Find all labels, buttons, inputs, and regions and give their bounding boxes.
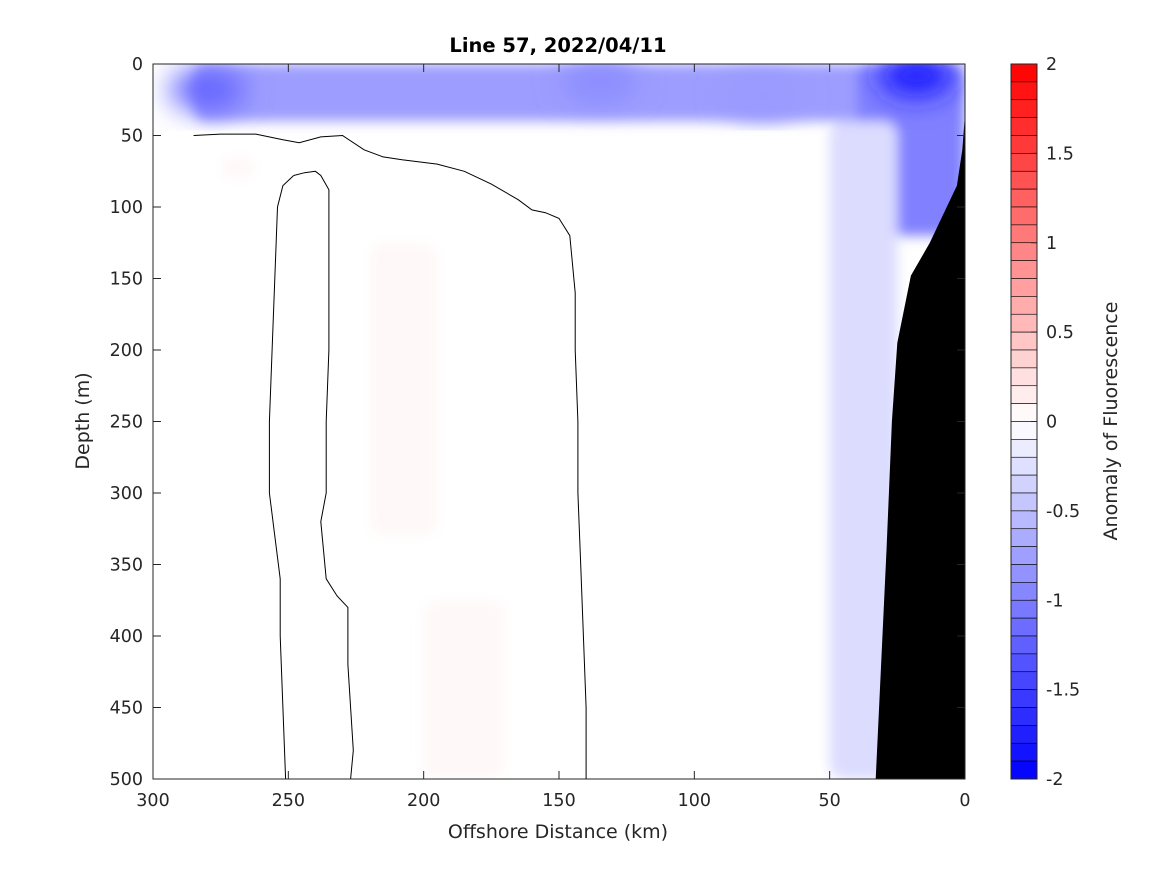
anomaly-region [829, 121, 898, 779]
colorbar-step [1010, 760, 1038, 780]
colorbar-step [1010, 707, 1038, 726]
x-tick-label: 0 [959, 791, 970, 811]
anomaly-region [423, 600, 505, 779]
colorbar-tick-label: -1.5 [1046, 681, 1080, 701]
colorbar-tick-label: -2 [1046, 770, 1063, 790]
y-tick-label: 450 [110, 699, 143, 719]
colorbar-step [1010, 599, 1038, 619]
colorbar-step [1010, 492, 1038, 512]
x-axis-label: Offshore Distance (km) [448, 821, 668, 843]
colorbar-step [1010, 170, 1038, 190]
colorbar-step [1010, 510, 1038, 530]
colorbar: 2 1.5 1 0.5 0 -0.5 -1 -1.5 -2 [1010, 55, 1080, 790]
colorbar-label: Anomaly of Fluorescence [1100, 302, 1122, 541]
colorbar-tick-label: 0 [1046, 413, 1057, 433]
anomaly-core [878, 64, 955, 98]
colorbar-step [1010, 474, 1038, 494]
colorbar-step [1010, 63, 1038, 83]
y-tick-label: 400 [110, 627, 143, 647]
y-tick-label: 350 [110, 556, 143, 576]
y-tick-label: 0 [132, 55, 143, 75]
x-tick-label: 250 [272, 791, 305, 811]
colorbar-step [1010, 135, 1038, 154]
colorbar-step [1010, 653, 1038, 673]
y-tick-label: 100 [110, 198, 143, 218]
y-tick-label: 150 [110, 270, 143, 290]
x-tick-label: 300 [136, 791, 169, 811]
colorbar-step [1010, 99, 1038, 118]
bathymetry-mask [875, 114, 965, 779]
colorbar-tick-label: 0.5 [1046, 323, 1074, 343]
zero-contours [193, 133, 587, 779]
colorbar-step [1010, 349, 1038, 369]
colorbar-step [1010, 153, 1038, 172]
colorbar-tick-label: -0.5 [1046, 502, 1080, 522]
x-tick-label: 100 [678, 791, 711, 811]
colorbar-step [1010, 671, 1038, 690]
colorbar-tick-label: 2 [1046, 55, 1057, 75]
colorbar-step [1010, 742, 1038, 762]
anomaly-core [169, 67, 246, 112]
seafloor-mask [875, 114, 965, 779]
colorbar-tick-label: 1 [1046, 234, 1057, 254]
colorbar-step [1010, 81, 1038, 101]
colorbar-step [1010, 617, 1038, 637]
zero-contour-line [268, 175, 295, 779]
y-axis: 0 50 100 150 200 250 300 350 400 450 500 [110, 55, 965, 790]
colorbar-step [1010, 689, 1038, 708]
colorbar-step [1010, 224, 1038, 244]
colorbar-step [1010, 331, 1038, 351]
colorbar-step [1010, 564, 1038, 583]
colorbar-step [1010, 296, 1038, 315]
x-tick-label: 200 [407, 791, 440, 811]
colorbar-step [1010, 456, 1038, 476]
zero-contour-line [193, 133, 587, 779]
colorbar-step [1010, 242, 1038, 261]
colorbar-step [1010, 439, 1038, 458]
y-tick-label: 500 [110, 770, 143, 790]
chart-title: Line 57, 2022/04/11 [449, 34, 666, 57]
colorbar-step [1010, 582, 1038, 601]
anomaly-field [169, 64, 965, 779]
colorbar-step [1010, 188, 1038, 208]
colorbar-step [1010, 313, 1038, 333]
y-axis-label: Depth (m) [72, 372, 94, 469]
colorbar-tick-label: -1 [1046, 591, 1063, 611]
anomaly-core [724, 73, 800, 118]
colorbar-step [1010, 546, 1038, 565]
y-tick-label: 300 [110, 484, 143, 504]
zero-contour-line [293, 170, 354, 779]
colorbar-step [1010, 635, 1038, 655]
y-tick-label: 200 [110, 341, 143, 361]
y-tick-label: 250 [110, 413, 143, 433]
anomaly-region [369, 242, 438, 536]
x-axis: 300 250 200 150 100 50 0 [136, 64, 971, 811]
colorbar-tick-label: 1.5 [1046, 144, 1074, 164]
colorbar-step [1010, 403, 1038, 422]
x-tick-label: 150 [542, 791, 575, 811]
anomaly-core [561, 64, 638, 104]
colorbar-step [1010, 260, 1038, 279]
x-tick-label: 50 [819, 791, 841, 811]
anomaly-region [220, 156, 256, 179]
colorbar-step [1010, 367, 1038, 387]
colorbar-step [1010, 206, 1038, 226]
y-tick-label: 50 [121, 127, 143, 147]
colorbar-step [1010, 725, 1038, 744]
colorbar-step [1010, 117, 1038, 136]
colorbar-step [1010, 278, 1038, 297]
colorbar-step [1010, 421, 1038, 440]
colorbar-step [1010, 528, 1038, 547]
colorbar-step [1010, 385, 1038, 404]
